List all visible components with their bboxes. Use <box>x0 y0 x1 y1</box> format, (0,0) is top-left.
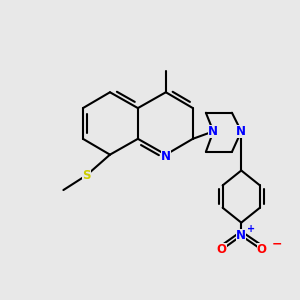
Text: O: O <box>217 243 227 256</box>
Text: N: N <box>236 125 246 138</box>
Text: S: S <box>82 169 91 182</box>
Text: O: O <box>257 243 267 256</box>
Text: −: − <box>272 237 283 250</box>
Text: N: N <box>236 229 246 242</box>
Text: +: + <box>247 224 255 234</box>
Text: N: N <box>161 150 171 163</box>
Text: N: N <box>208 125 218 138</box>
